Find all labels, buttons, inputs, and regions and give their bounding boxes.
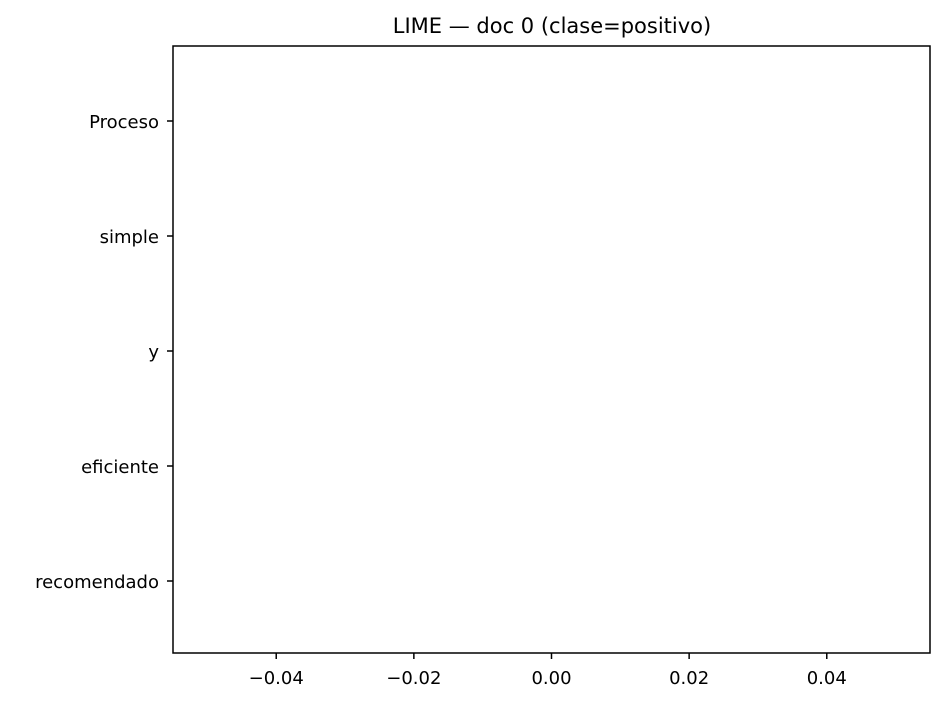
y-axis: Proceso simple y eficiente recomendado	[35, 112, 173, 593]
x-tick-label: 0.00	[531, 668, 571, 689]
x-tick-label: 0.02	[669, 668, 709, 689]
y-tick-label: recomendado	[35, 572, 159, 593]
y-tick-label: Proceso	[89, 112, 159, 133]
y-tick-label: simple	[100, 227, 159, 248]
chart-title: LIME — doc 0 (clase=positivo)	[393, 14, 711, 38]
x-tick-label: −0.04	[249, 668, 304, 689]
y-tick-label: eficiente	[81, 457, 159, 478]
y-tick-label: y	[148, 342, 159, 363]
x-tick-label: −0.02	[386, 668, 441, 689]
x-tick-label: 0.04	[807, 668, 847, 689]
x-axis: −0.04 −0.02 0.00 0.02 0.04	[249, 653, 847, 689]
